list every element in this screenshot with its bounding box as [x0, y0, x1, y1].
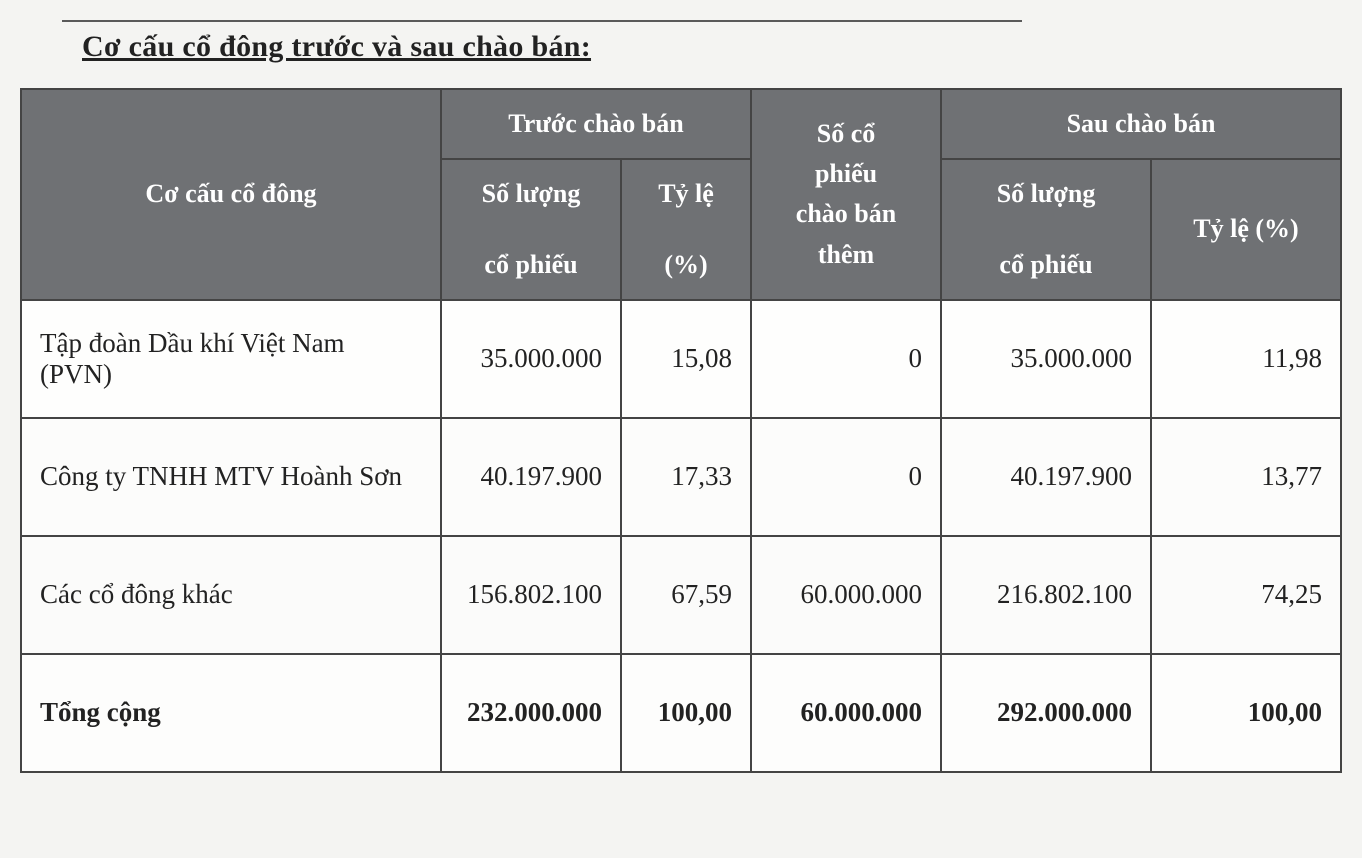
col-qty-before: Số lượng cổ phiếu: [441, 159, 621, 300]
colgroup-after-offering: Sau chào bán: [941, 89, 1341, 159]
cell-qty-after: 292.000.000: [941, 654, 1151, 772]
cell-issued: 60.000.000: [751, 654, 941, 772]
col4-line1: Số cổ: [817, 119, 876, 148]
cell-pct-before: 100,00: [621, 654, 751, 772]
cell-pct-after: 74,25: [1151, 536, 1341, 654]
cell-pct-before: 67,59: [621, 536, 751, 654]
cell-name: Tập đoàn Dầu khí Việt Nam (PVN): [21, 300, 441, 418]
cell-name: Tổng cộng: [21, 654, 441, 772]
cell-qty-before: 232.000.000: [441, 654, 621, 772]
table-header: Cơ cấu cổ đông Trước chào bán Số cổ phiế…: [21, 89, 1341, 300]
col-pct-before: Tỷ lệ (%): [621, 159, 751, 300]
cell-name: Công ty TNHH MTV Hoành Sơn: [21, 418, 441, 536]
cell-pct-before: 17,33: [621, 418, 751, 536]
cell-issued: 0: [751, 418, 941, 536]
cell-qty-before: 40.197.900: [441, 418, 621, 536]
col4-line2: phiếu: [815, 159, 877, 188]
col3-line1: Tỷ lệ: [630, 174, 742, 214]
col5-line1: Số lượng: [950, 174, 1142, 214]
cell-qty-before: 156.802.100: [441, 536, 621, 654]
page-title: Cơ cấu cổ đông trước và sau chào bán:: [82, 30, 1342, 64]
col-shareholder-structure: Cơ cấu cổ đông: [21, 89, 441, 300]
col2-line2: cổ phiếu: [450, 245, 612, 285]
col5-line2: cổ phiếu: [950, 245, 1142, 285]
colgroup-before-offering: Trước chào bán: [441, 89, 751, 159]
cell-pct-after: 100,00: [1151, 654, 1341, 772]
col4-line3: chào bán: [796, 199, 896, 228]
shareholder-table: Cơ cấu cổ đông Trước chào bán Số cổ phiế…: [20, 88, 1342, 773]
col2-line1: Số lượng: [450, 174, 612, 214]
col-pct-after: Tỷ lệ (%): [1151, 159, 1341, 300]
top-rule: [62, 20, 1022, 22]
cell-pct-after: 11,98: [1151, 300, 1341, 418]
cell-name: Các cổ đông khác: [21, 536, 441, 654]
cell-issued: 60.000.000: [751, 536, 941, 654]
table-body: Tập đoàn Dầu khí Việt Nam (PVN) 35.000.0…: [21, 300, 1341, 772]
cell-qty-after: 35.000.000: [941, 300, 1151, 418]
cell-qty-after: 216.802.100: [941, 536, 1151, 654]
cell-qty-before: 35.000.000: [441, 300, 621, 418]
table-row: Tập đoàn Dầu khí Việt Nam (PVN) 35.000.0…: [21, 300, 1341, 418]
table-row: Các cổ đông khác 156.802.100 67,59 60.00…: [21, 536, 1341, 654]
col4-line4: thêm: [818, 240, 874, 269]
cell-issued: 0: [751, 300, 941, 418]
cell-pct-after: 13,77: [1151, 418, 1341, 536]
table-row: Công ty TNHH MTV Hoành Sơn 40.197.900 17…: [21, 418, 1341, 536]
col-qty-after: Số lượng cổ phiếu: [941, 159, 1151, 300]
cell-pct-before: 15,08: [621, 300, 751, 418]
cell-qty-after: 40.197.900: [941, 418, 1151, 536]
table-row-total: Tổng cộng 232.000.000 100,00 60.000.000 …: [21, 654, 1341, 772]
col3-line2: (%): [630, 245, 742, 285]
col-additional-issued: Số cổ phiếu chào bán thêm: [751, 89, 941, 300]
